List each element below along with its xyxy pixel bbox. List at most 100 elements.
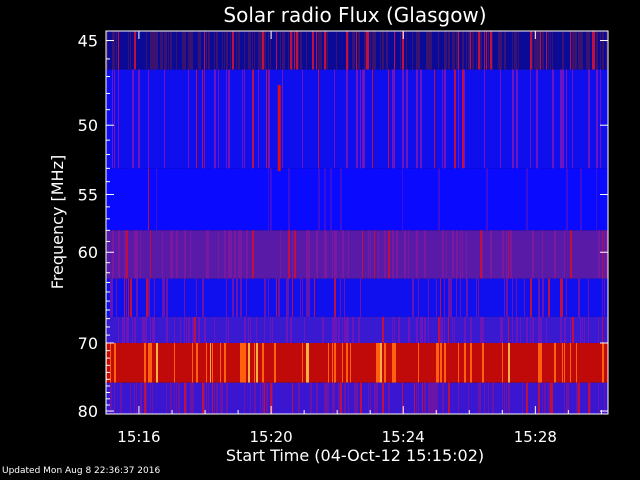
signal-stripe	[484, 382, 485, 414]
signal-stripe	[306, 278, 308, 317]
signal-stripe	[354, 382, 356, 414]
signal-stripe	[388, 69, 389, 169]
signal-stripe	[444, 69, 446, 169]
signal-stripe	[208, 382, 209, 414]
signal-stripe	[482, 342, 484, 383]
signal-stripe	[572, 316, 574, 343]
signal-stripe	[134, 230, 136, 279]
signal-stripe	[188, 31, 190, 70]
signal-stripe	[544, 382, 546, 414]
signal-stripe	[436, 278, 437, 317]
signal-stripe	[244, 31, 245, 70]
signal-stripe	[478, 382, 480, 414]
signal-stripe	[258, 31, 260, 70]
signal-stripe	[478, 31, 480, 70]
signal-stripe	[166, 382, 167, 414]
signal-stripe	[196, 69, 197, 169]
signal-stripe	[512, 69, 514, 169]
signal-stripe	[526, 316, 528, 343]
signal-stripe	[468, 31, 470, 70]
signal-stripe	[402, 31, 404, 70]
signal-stripe	[576, 31, 577, 70]
signal-stripe	[346, 69, 348, 169]
signal-stripe	[388, 230, 390, 279]
signal-stripe	[136, 278, 138, 317]
signal-stripe	[570, 31, 571, 70]
signal-stripe	[274, 342, 276, 383]
signal-stripe	[126, 316, 128, 343]
signal-stripe	[128, 316, 129, 343]
signal-stripe	[254, 382, 256, 414]
signal-stripe	[364, 69, 365, 169]
signal-stripe	[394, 31, 395, 70]
signal-stripe	[332, 230, 333, 279]
signal-stripe	[188, 69, 189, 169]
signal-stripe	[252, 31, 253, 70]
signal-stripe	[442, 316, 443, 343]
signal-stripe	[170, 230, 172, 279]
signal-stripe	[280, 230, 281, 279]
signal-stripe	[548, 382, 550, 414]
signal-stripe	[206, 31, 207, 70]
signal-stripe	[378, 342, 380, 383]
signal-stripe	[264, 31, 266, 70]
signal-stripe	[308, 230, 310, 279]
signal-stripe	[334, 278, 336, 317]
signal-stripe	[574, 31, 576, 70]
signal-stripe	[392, 69, 394, 169]
signal-stripe	[226, 382, 228, 414]
signal-stripe	[570, 230, 572, 279]
signal-stripe	[408, 230, 409, 279]
signal-stripe	[292, 278, 293, 317]
signal-stripe	[212, 382, 213, 414]
x-axis: 15:16 15:20 15:24 15:28	[117, 31, 602, 446]
signal-stripe	[252, 69, 254, 169]
signal-stripe	[580, 168, 582, 231]
signal-stripe	[106, 31, 108, 70]
signal-stripe	[432, 382, 434, 414]
signal-stripe	[398, 316, 400, 343]
signal-stripe	[540, 316, 542, 343]
signal-stripe	[334, 230, 336, 279]
signal-stripe	[570, 342, 571, 383]
signal-stripe	[298, 382, 300, 414]
signal-stripe	[458, 69, 459, 169]
signal-stripe	[552, 382, 553, 414]
signal-stripe	[412, 278, 414, 317]
signal-stripe	[360, 278, 361, 317]
plot-frame	[105, 30, 609, 415]
signal-stripe	[348, 230, 349, 279]
signal-stripe	[272, 316, 273, 343]
signal-stripe	[506, 278, 508, 317]
plot-area	[106, 31, 608, 414]
signal-stripe	[478, 278, 479, 317]
signal-stripe	[596, 31, 598, 70]
signal-stripe	[224, 230, 226, 279]
signal-stripe	[188, 316, 190, 343]
signal-stripe	[242, 342, 244, 383]
signal-stripe	[438, 168, 440, 231]
signal-stripe	[404, 230, 406, 279]
signal-stripe	[580, 31, 582, 70]
signal-stripe	[276, 31, 277, 70]
signal-stripe	[118, 69, 119, 169]
signal-stripe	[452, 230, 454, 279]
signal-stripe	[394, 316, 395, 343]
signal-stripe	[440, 316, 442, 343]
signal-stripe	[220, 342, 221, 383]
signal-stripe	[418, 31, 420, 70]
signal-stripe	[214, 69, 216, 169]
signal-stripe	[456, 278, 457, 317]
signal-stripe	[440, 342, 442, 383]
signal-stripe	[356, 69, 358, 169]
signal-stripe	[202, 382, 204, 414]
signal-stripe	[204, 316, 206, 343]
signal-stripe	[204, 382, 205, 414]
band-background	[106, 168, 608, 231]
signal-stripe	[206, 230, 208, 279]
signal-stripe	[114, 382, 115, 414]
signal-stripe	[136, 382, 137, 414]
signal-stripe	[444, 31, 446, 70]
signal-stripe	[422, 316, 423, 343]
signal-stripe	[332, 342, 333, 383]
